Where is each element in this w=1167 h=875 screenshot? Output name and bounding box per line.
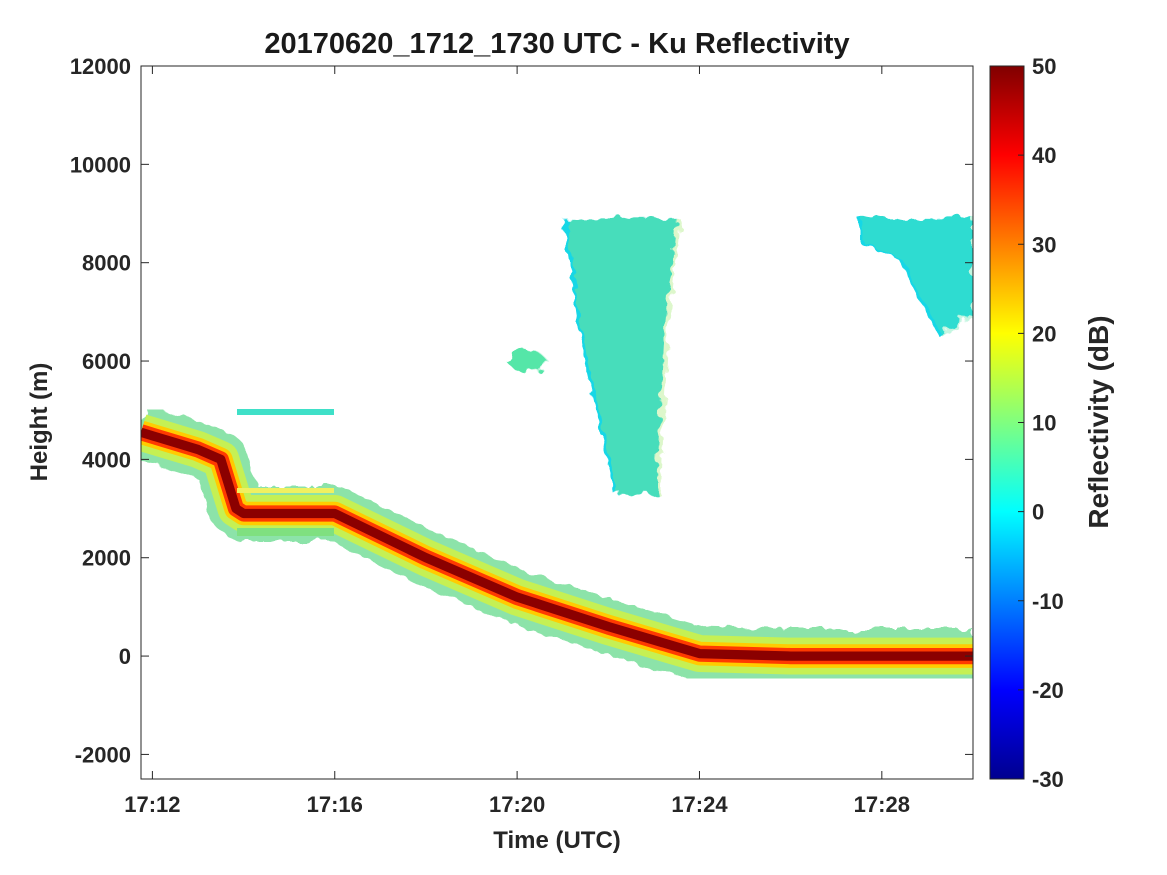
y-tick-label: 0 (119, 644, 131, 669)
colorbar-ticks: -30 -20 -10 0 10 20 30 40 50 (1018, 54, 1064, 792)
colorbar-tick-label: -30 (1032, 767, 1064, 792)
surface-echo (141, 406, 973, 684)
surface-band-core (141, 427, 973, 661)
y-axis: -2000 0 2000 4000 6000 8000 10000 12000 (70, 54, 973, 767)
y-tick-label: 12000 (70, 54, 131, 79)
plot-frame (140, 65, 974, 780)
cloud-region-core-2 (862, 218, 973, 337)
x-tick-label: 17:20 (489, 792, 545, 817)
y-tick-label: 2000 (82, 546, 131, 571)
colorbar-tick-label: 40 (1032, 143, 1056, 168)
colorbar-label: Reflectivity (dB) (1083, 315, 1114, 528)
y-tick-label: 4000 (82, 447, 131, 472)
x-tick-label: 17:16 (307, 792, 363, 817)
y-tick-label: 8000 (82, 251, 131, 276)
colorbar-tick-label: 0 (1032, 500, 1044, 525)
cloud-region-core-1 (506, 348, 549, 374)
x-tick-label: 17:12 (124, 792, 180, 817)
colorbar-tick-label: 10 (1032, 411, 1056, 436)
x-axis: 17:12 17:16 17:20 17:24 17:28 (124, 66, 910, 817)
instrument-artifacts (237, 409, 334, 536)
colorbar-tick-label: 30 (1032, 232, 1056, 257)
colorbar-tick-label: 20 (1032, 321, 1056, 346)
y-tick-label: 10000 (70, 152, 131, 177)
colorbar-tick-label: -10 (1032, 589, 1064, 614)
chart-title: 20170620_1712_1730 UTC - Ku Reflectivity (264, 28, 849, 60)
colorbar: -30 -20 -10 0 10 20 30 40 50 Reflectivity (dB) (989, 54, 1114, 792)
cloud-region-core-0 (566, 218, 681, 494)
colorbar-tick-label: 50 (1032, 54, 1056, 79)
plot-area (141, 66, 973, 779)
x-tick-label: 17:28 (854, 792, 910, 817)
y-tick-label: 6000 (82, 349, 131, 374)
y-tick-label: -2000 (75, 742, 131, 767)
x-axis-label: Time (UTC) (493, 827, 621, 854)
y-axis-label: Height (m) (26, 363, 53, 482)
colorbar-tick-label: -20 (1032, 678, 1064, 703)
cloud-echoes (505, 218, 973, 494)
x-tick-label: 17:24 (671, 792, 728, 817)
